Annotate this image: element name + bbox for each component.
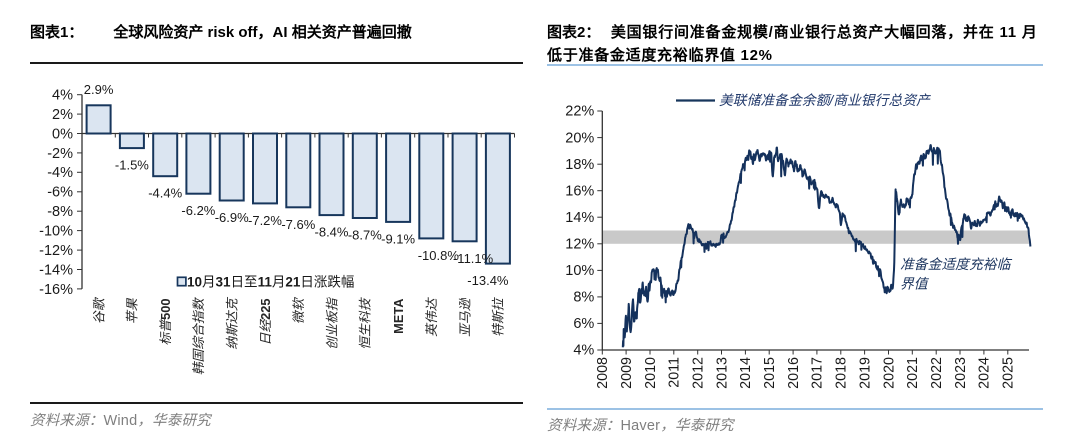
svg-text:创业板指: 创业板指 [324, 296, 339, 349]
svg-text:-13.4%: -13.4% [467, 273, 509, 288]
svg-text:22%: 22% [565, 104, 594, 120]
svg-text:韩国综合指数: 韩国综合指数 [191, 296, 206, 375]
svg-text:-11.1%: -11.1% [453, 251, 494, 266]
svg-text:2014: 2014 [738, 357, 754, 389]
svg-text:-8.7%: -8.7% [348, 228, 382, 243]
svg-text:-2%: -2% [47, 146, 73, 162]
svg-text:-6.2%: -6.2% [181, 203, 215, 218]
svg-text:2022: 2022 [929, 357, 945, 389]
svg-text:2024: 2024 [977, 357, 993, 389]
svg-text:英伟达: 英伟达 [424, 296, 439, 337]
svg-text:2023: 2023 [953, 357, 969, 389]
svg-text:12%: 12% [565, 237, 594, 253]
svg-text:8%: 8% [573, 290, 594, 306]
svg-text:纳斯达克: 纳斯达克 [225, 296, 240, 349]
svg-text:-6.9%: -6.9% [215, 210, 249, 225]
svg-text:-14%: -14% [39, 262, 73, 278]
svg-text:-7.2%: -7.2% [248, 213, 282, 228]
svg-text:META: META [391, 299, 406, 334]
svg-text:2020: 2020 [881, 357, 897, 389]
svg-text:10月31日至11月21日涨跌幅: 10月31日至11月21日涨跌幅 [187, 275, 354, 290]
svg-text:16%: 16% [565, 183, 594, 199]
svg-text:18%: 18% [565, 157, 594, 173]
svg-text:-8%: -8% [47, 204, 73, 220]
svg-text:2025: 2025 [1001, 357, 1017, 389]
svg-text:2%: 2% [52, 107, 73, 123]
svg-text:界值: 界值 [900, 277, 930, 292]
svg-text:标普500: 标普500 [158, 299, 173, 346]
svg-text:-1.5%: -1.5% [115, 158, 149, 173]
svg-text:-12%: -12% [39, 243, 73, 259]
svg-text:2018: 2018 [834, 357, 850, 389]
svg-text:2010: 2010 [643, 357, 659, 389]
svg-text:4%: 4% [52, 88, 73, 104]
svg-text:-4.4%: -4.4% [148, 186, 182, 201]
svg-text:2015: 2015 [762, 357, 778, 389]
svg-text:-4%: -4% [47, 165, 73, 181]
svg-text:4%: 4% [573, 343, 594, 359]
svg-text:-16%: -16% [39, 282, 73, 298]
svg-text:微软: 微软 [291, 296, 306, 324]
svg-text:6%: 6% [573, 316, 594, 332]
svg-text:美联储准备金余额/商业银行总资产: 美联储准备金余额/商业银行总资产 [719, 93, 931, 108]
svg-text:谷歌: 谷歌 [91, 296, 106, 324]
svg-text:2012: 2012 [691, 357, 707, 389]
svg-text:日经225: 日经225 [258, 299, 273, 346]
svg-text:准备金适度充裕临: 准备金适度充裕临 [900, 257, 1013, 272]
svg-text:14%: 14% [565, 210, 594, 226]
svg-text:2008: 2008 [595, 357, 611, 389]
svg-text:恒生科技: 恒生科技 [358, 296, 373, 349]
svg-text:2017: 2017 [810, 357, 826, 389]
svg-text:10%: 10% [565, 263, 594, 279]
svg-text:-9.1%: -9.1% [381, 231, 415, 246]
svg-text:-8.4%: -8.4% [315, 225, 349, 240]
svg-text:2009: 2009 [619, 357, 635, 389]
svg-text:2016: 2016 [786, 357, 802, 389]
svg-text:2021: 2021 [905, 357, 921, 389]
svg-text:-7.6%: -7.6% [281, 217, 315, 232]
svg-text:特斯拉: 特斯拉 [491, 296, 506, 337]
svg-text:0%: 0% [52, 126, 73, 142]
svg-text:苹果: 苹果 [125, 297, 140, 324]
svg-text:2013: 2013 [714, 357, 730, 389]
svg-text:亚马逊: 亚马逊 [457, 297, 472, 337]
svg-text:-10%: -10% [39, 224, 73, 240]
svg-text:2011: 2011 [667, 357, 683, 388]
svg-text:20%: 20% [565, 130, 594, 146]
svg-text:2019: 2019 [857, 357, 873, 389]
svg-text:-10.8%: -10.8% [418, 248, 460, 263]
svg-text:-6%: -6% [47, 185, 73, 201]
svg-text:2.9%: 2.9% [84, 82, 114, 97]
